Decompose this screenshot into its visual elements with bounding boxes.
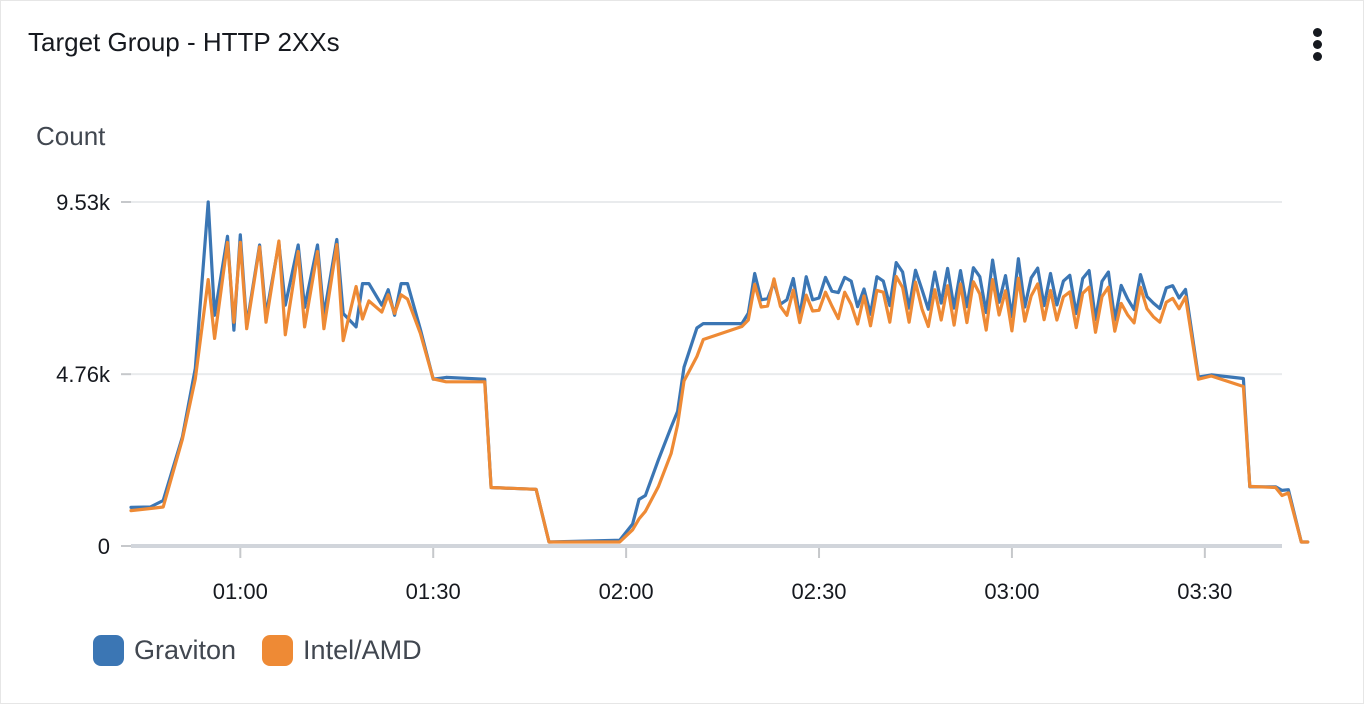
x-tick-label: 02:30	[791, 579, 846, 604]
series-line-intel-amd[interactable]	[129, 239, 1310, 544]
vertical-ellipsis-icon[interactable]	[1303, 25, 1333, 63]
legend: Graviton Intel/AMD	[93, 633, 422, 667]
y-tick-label: 4.76k	[56, 362, 111, 387]
y-axis-ticks: 0 4.76k 9.53k	[56, 190, 131, 559]
legend-swatch-graviton	[93, 634, 124, 666]
x-tick-label: 01:30	[406, 579, 461, 604]
widget-title: Target Group - HTTP 2XXs	[28, 27, 340, 57]
x-tick-label: 03:30	[1177, 579, 1232, 604]
y-tick-label: 9.53k	[56, 190, 111, 215]
menu-dot	[1313, 52, 1322, 61]
legend-label-intel-amd: Intel/AMD	[303, 635, 422, 665]
x-axis-ticks: 01:00 01:30 02:00 02:30 03:00 03:30	[213, 547, 1232, 604]
legend-swatch-intel-amd	[262, 634, 294, 666]
series-line-graviton[interactable]	[129, 200, 1310, 544]
grid-lines	[131, 201, 1282, 376]
x-tick-label: 02:00	[599, 579, 654, 604]
menu-dot	[1313, 28, 1322, 37]
x-tick-label: 03:00	[984, 579, 1039, 604]
legend-item-graviton[interactable]: Graviton	[93, 633, 236, 667]
series-lines[interactable]	[129, 200, 1310, 544]
y-tick-label: 0	[98, 534, 110, 559]
legend-label-graviton: Graviton	[134, 635, 237, 665]
menu-dot	[1313, 40, 1322, 49]
legend-item-intel-amd[interactable]: Intel/AMD	[262, 633, 422, 667]
y-axis-label: Count	[36, 121, 106, 151]
x-tick-label: 01:00	[213, 579, 268, 604]
